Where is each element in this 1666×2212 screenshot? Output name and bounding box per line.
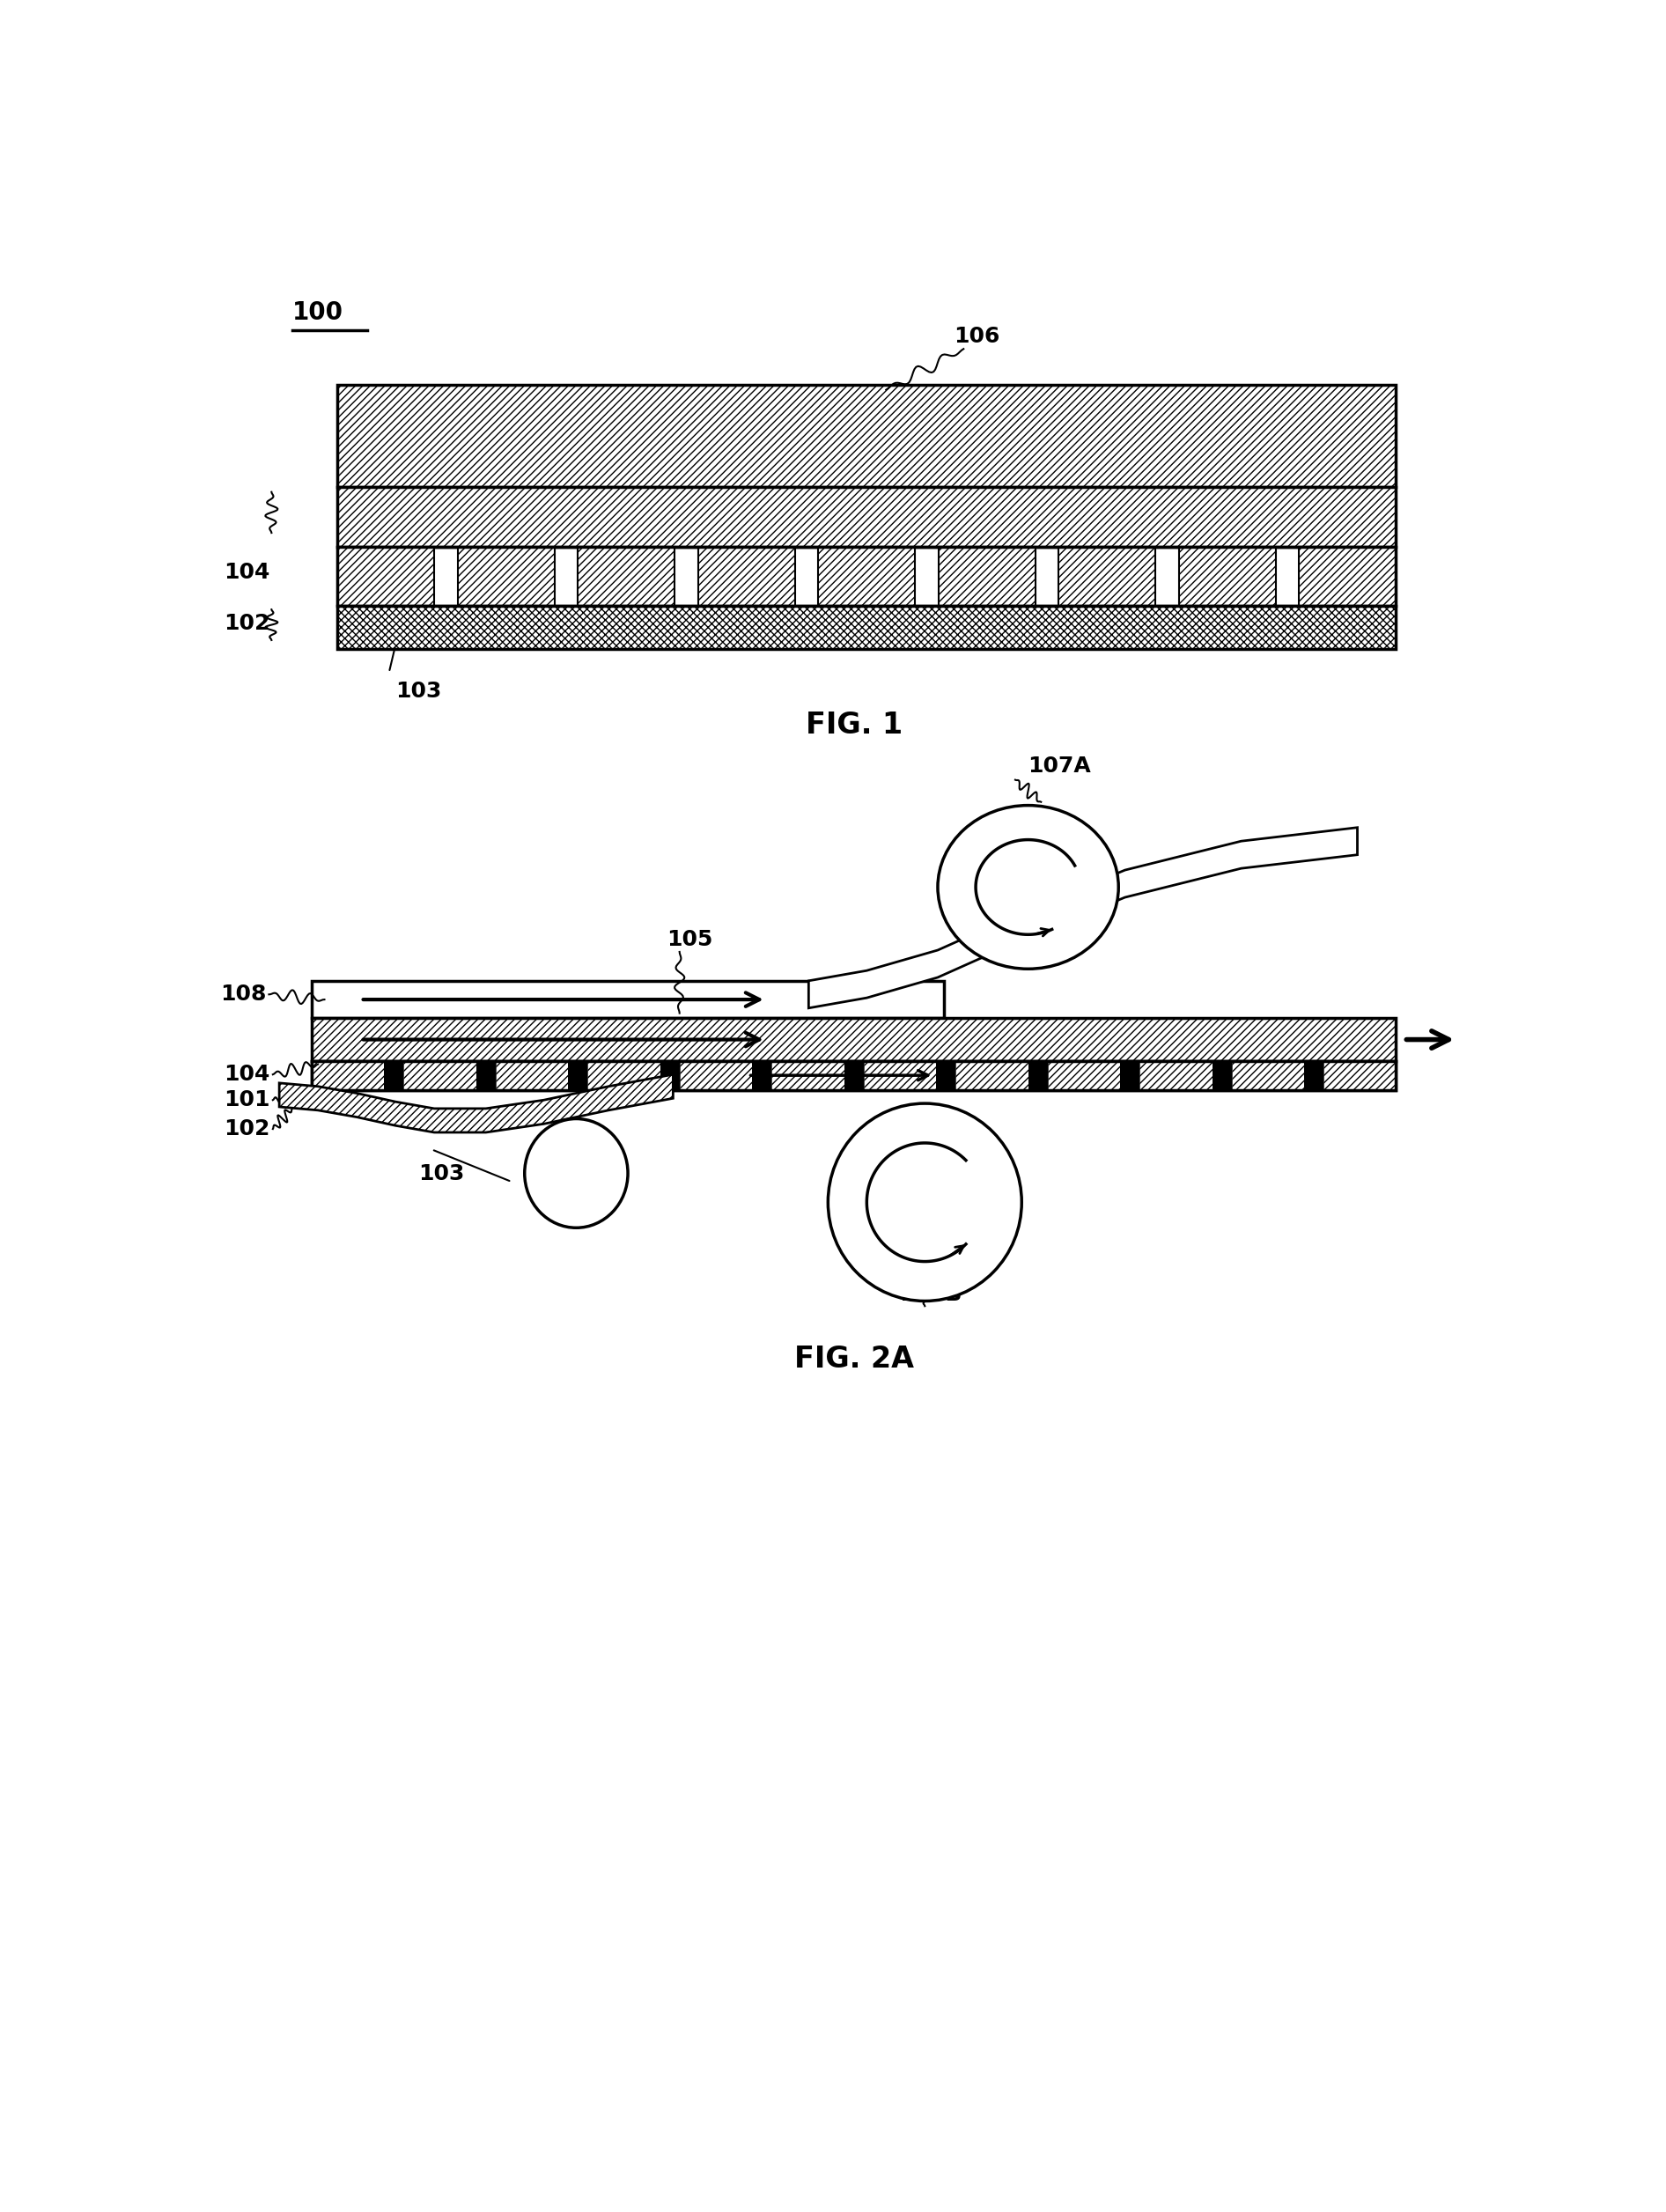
FancyBboxPatch shape (578, 546, 675, 606)
Text: 107B: 107B (900, 1283, 961, 1305)
Ellipse shape (828, 1104, 1021, 1301)
FancyBboxPatch shape (1323, 1062, 1396, 1091)
FancyBboxPatch shape (680, 1062, 751, 1091)
Text: 103: 103 (418, 1164, 465, 1183)
FancyBboxPatch shape (337, 546, 435, 606)
FancyBboxPatch shape (938, 546, 1036, 606)
Text: 108: 108 (220, 984, 267, 1004)
FancyBboxPatch shape (698, 546, 795, 606)
FancyBboxPatch shape (312, 980, 945, 1018)
FancyBboxPatch shape (337, 385, 1396, 487)
Polygon shape (808, 827, 1358, 1009)
Text: 104: 104 (225, 1064, 270, 1086)
Text: 107A: 107A (1028, 754, 1091, 776)
FancyBboxPatch shape (1058, 546, 1156, 606)
FancyBboxPatch shape (337, 606, 1396, 648)
FancyBboxPatch shape (1048, 1062, 1120, 1091)
FancyBboxPatch shape (1180, 546, 1276, 606)
FancyBboxPatch shape (588, 1062, 660, 1091)
Ellipse shape (938, 805, 1118, 969)
FancyBboxPatch shape (337, 487, 1396, 546)
FancyBboxPatch shape (312, 1062, 385, 1091)
Text: 100: 100 (292, 301, 343, 325)
Ellipse shape (525, 1119, 628, 1228)
FancyBboxPatch shape (1140, 1062, 1213, 1091)
FancyBboxPatch shape (312, 1062, 1396, 1091)
FancyBboxPatch shape (1231, 1062, 1304, 1091)
FancyBboxPatch shape (458, 546, 555, 606)
Text: FIG. 1: FIG. 1 (805, 710, 903, 739)
FancyBboxPatch shape (312, 1018, 1396, 1062)
Text: 104: 104 (225, 562, 270, 582)
Text: 106: 106 (953, 325, 1000, 347)
FancyBboxPatch shape (1299, 546, 1396, 606)
FancyBboxPatch shape (818, 546, 915, 606)
FancyBboxPatch shape (403, 1062, 476, 1091)
Text: 102: 102 (225, 1119, 270, 1139)
FancyBboxPatch shape (771, 1062, 845, 1091)
Text: 105: 105 (666, 929, 713, 951)
FancyBboxPatch shape (863, 1062, 936, 1091)
Text: 102: 102 (225, 613, 270, 633)
Text: FIG. 2A: FIG. 2A (795, 1345, 913, 1374)
Text: 103: 103 (395, 681, 441, 701)
Text: 101: 101 (223, 1091, 270, 1110)
Polygon shape (280, 1075, 673, 1133)
FancyBboxPatch shape (495, 1062, 568, 1091)
FancyBboxPatch shape (956, 1062, 1028, 1091)
